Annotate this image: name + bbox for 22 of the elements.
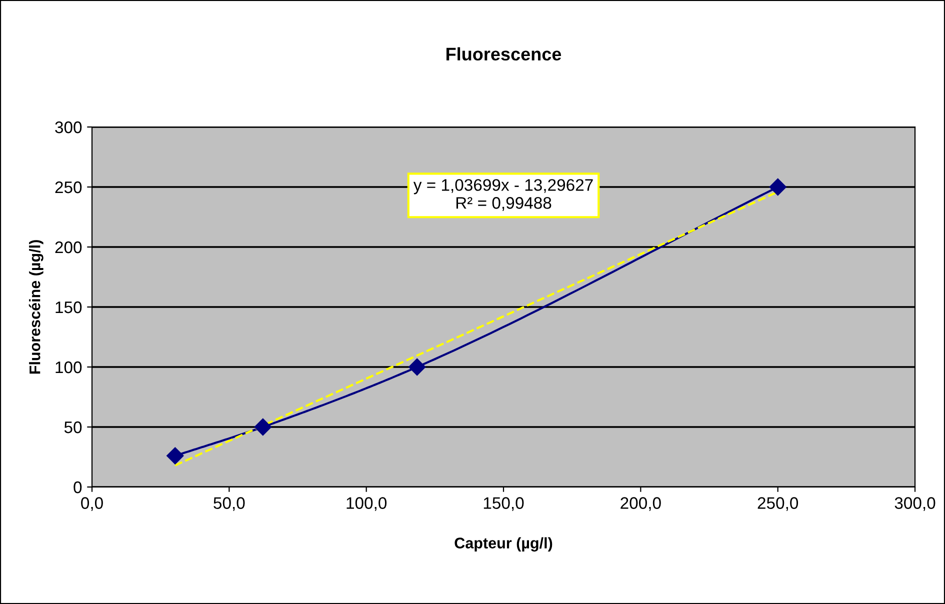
x-tick-label: 100,0 xyxy=(346,497,387,511)
point xyxy=(769,178,786,196)
y-tick-label: 250 xyxy=(55,181,82,194)
x-tick-label: 250,0 xyxy=(758,497,798,511)
point xyxy=(254,418,272,436)
x-tick-label: 200,0 xyxy=(620,497,661,511)
point xyxy=(166,447,184,464)
y-tick-label: 150 xyxy=(56,301,82,314)
y-tick-label: 0 xyxy=(74,481,82,494)
y-tick-label: 300 xyxy=(55,121,82,134)
annotation: y = 1,03699x - 13,29627 R² = 0,99488 xyxy=(413,179,593,211)
y-axis-title: Fluorescéine (µg/l) xyxy=(28,240,44,374)
chart-title: Fluorescence xyxy=(446,47,562,61)
y-tick-label: 200 xyxy=(55,241,82,254)
point xyxy=(408,358,426,376)
x-axis-title: Capteur (µg/l) xyxy=(454,537,552,552)
y-tick-label: 100 xyxy=(56,361,82,374)
x-tick-label: 300,0 xyxy=(894,497,936,511)
x-tick-label: 150,0 xyxy=(484,497,524,511)
x-tick-label: 0,0 xyxy=(81,497,103,511)
x-tick-label: 50,0 xyxy=(214,497,245,511)
y-tick-label: 50 xyxy=(64,421,82,434)
